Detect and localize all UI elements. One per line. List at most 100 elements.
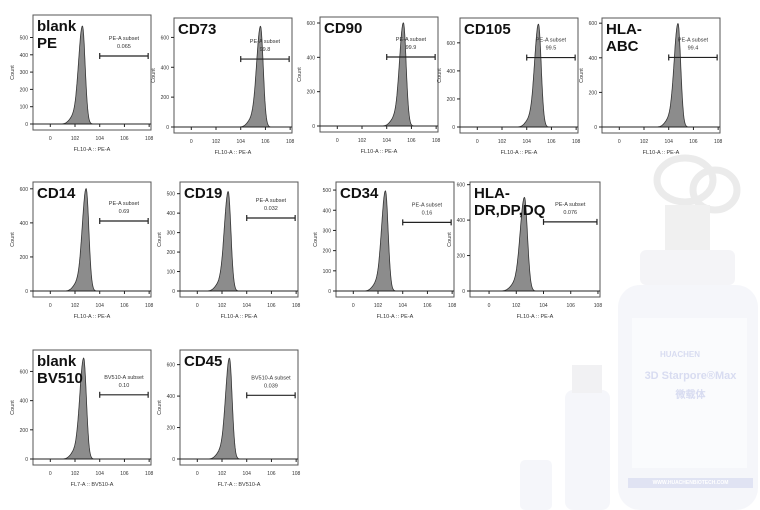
y-axis-label: Count (297, 67, 303, 82)
gate-percentage: 0.039 (264, 383, 278, 389)
x-tick-label: 106 (267, 303, 276, 309)
gate-name: PE-A subset (250, 39, 281, 45)
x-tick-label: 0 (196, 303, 199, 309)
y-tick-label: 600 (161, 35, 170, 41)
gate-name: PE-A subset (555, 202, 586, 208)
x-tick-label: 0 (196, 471, 199, 477)
y-tick-label: 300 (20, 70, 29, 76)
x-tick-label: 0 (49, 303, 52, 309)
x-tick-label: 108 (286, 139, 295, 145)
y-tick-label: 200 (167, 426, 176, 432)
x-axis-label: FL7-A :: BV510-A (71, 482, 114, 488)
y-tick-label: 400 (323, 208, 332, 214)
plot-frame (601, 17, 721, 134)
x-tick-label: 106 (267, 471, 276, 477)
x-axis-label: FL10-A :: PE-A (377, 314, 414, 320)
x-axis-label: FL7-A :: BV510-A (218, 482, 261, 488)
y-tick-label: 0 (312, 124, 315, 130)
x-axis-label: FL10-A :: PE-A (74, 314, 111, 320)
panel-title: CD34 (340, 185, 379, 202)
gate-name: PE-A subset (412, 202, 443, 208)
plot-frame (32, 181, 152, 298)
y-tick-label: 200 (167, 250, 176, 256)
histogram-panel-hla-dr-dp-dq: HLA- DR,DP,DQ 0 102 104 106 108 FL10-A :: PE-A… (447, 181, 602, 320)
gate-percentage: 99.5 (546, 46, 557, 52)
histogram-panel-cd14: CD14 0 102 104 106 108 FL10-A :: PE-A 0 200 400 60… (10, 181, 154, 320)
y-tick-label: 600 (457, 183, 466, 189)
y-tick-label: 0 (594, 125, 597, 131)
x-tick-label: 108 (145, 136, 154, 142)
x-tick-label: 0 (49, 136, 52, 142)
x-tick-label: 102 (358, 138, 367, 144)
x-tick-label: 102 (374, 303, 383, 309)
x-tick-label: 0 (488, 303, 491, 309)
y-tick-label: 400 (167, 394, 176, 400)
histogram-panel-blank-pe: blank PE 0 102 104 106 108 FL10-A :: PE-A 0 100 2… (10, 14, 154, 153)
panel-title: CD19 (184, 185, 223, 202)
histogram-panel-cd105: CD105 0 102 104 106 108 FL10-A :: PE-A 0 200 400 6… (437, 17, 581, 156)
bottle-brand: HUACHEN (660, 350, 700, 359)
y-tick-label: 100 (20, 105, 29, 111)
y-tick-label: 100 (323, 269, 332, 275)
plot-frame (32, 349, 152, 466)
plot-frame (179, 181, 299, 298)
y-tick-label: 200 (589, 90, 598, 96)
x-tick-label: 106 (689, 139, 698, 145)
histogram-curve (180, 357, 298, 460)
panel-title: blank PE (37, 18, 77, 52)
y-tick-label: 0 (328, 289, 331, 295)
gate-percentage: 0.065 (117, 44, 131, 50)
histogram-panel-cd19: CD19 0 102 104 106 108 FL10-A :: PE-A 0 100 200 30… (157, 181, 301, 320)
y-tick-label: 600 (447, 41, 456, 47)
x-tick-label: 104 (96, 303, 105, 309)
y-tick-label: 0 (25, 122, 28, 128)
y-tick-label: 200 (20, 87, 29, 93)
gate-percentage: 0.69 (119, 209, 130, 215)
y-axis-label: Count (10, 65, 16, 80)
x-tick-label: 106 (261, 139, 270, 145)
x-tick-label: 106 (567, 303, 576, 309)
x-tick-label: 108 (594, 303, 603, 309)
x-tick-label: 104 (237, 139, 246, 145)
gate-name: PE-A subset (678, 37, 709, 43)
y-tick-label: 400 (20, 221, 29, 227)
gate-name: BV510-A subset (251, 375, 291, 381)
y-axis-label: Count (437, 68, 443, 83)
plot-frame (335, 181, 455, 298)
x-tick-label: 102 (71, 136, 80, 142)
y-tick-label: 0 (172, 457, 175, 463)
x-tick-label: 0 (476, 139, 479, 145)
x-tick-label: 104 (243, 471, 252, 477)
x-axis-label: FL10-A :: PE-A (501, 150, 538, 156)
y-tick-label: 400 (161, 65, 170, 71)
y-tick-label: 600 (167, 363, 176, 369)
x-axis-label: FL10-A :: PE-A (74, 147, 111, 153)
y-tick-label: 600 (307, 21, 316, 27)
x-tick-label: 104 (383, 138, 392, 144)
y-tick-label: 400 (447, 69, 456, 75)
gate-percentage: 0.076 (563, 210, 577, 216)
plot-frame (173, 17, 293, 134)
gate-percentage: 0.16 (422, 210, 433, 216)
gate-name: PE-A subset (109, 201, 140, 207)
x-tick-label: 104 (523, 139, 532, 145)
x-tick-label: 0 (618, 139, 621, 145)
x-tick-label: 102 (640, 139, 649, 145)
product-bottle-image: HUACHEN 3D Starpore®Max 微载体 WWW.HUACHENB… (490, 150, 760, 510)
x-tick-label: 106 (120, 471, 129, 477)
y-tick-label: 0 (172, 289, 175, 295)
x-tick-label: 106 (407, 138, 416, 144)
gate-percentage: 99.4 (688, 45, 699, 51)
y-tick-label: 100 (167, 270, 176, 276)
x-tick-label: 108 (432, 138, 441, 144)
y-axis-label: Count (157, 400, 163, 415)
y-axis-label: Count (10, 232, 16, 247)
x-tick-label: 102 (218, 471, 227, 477)
